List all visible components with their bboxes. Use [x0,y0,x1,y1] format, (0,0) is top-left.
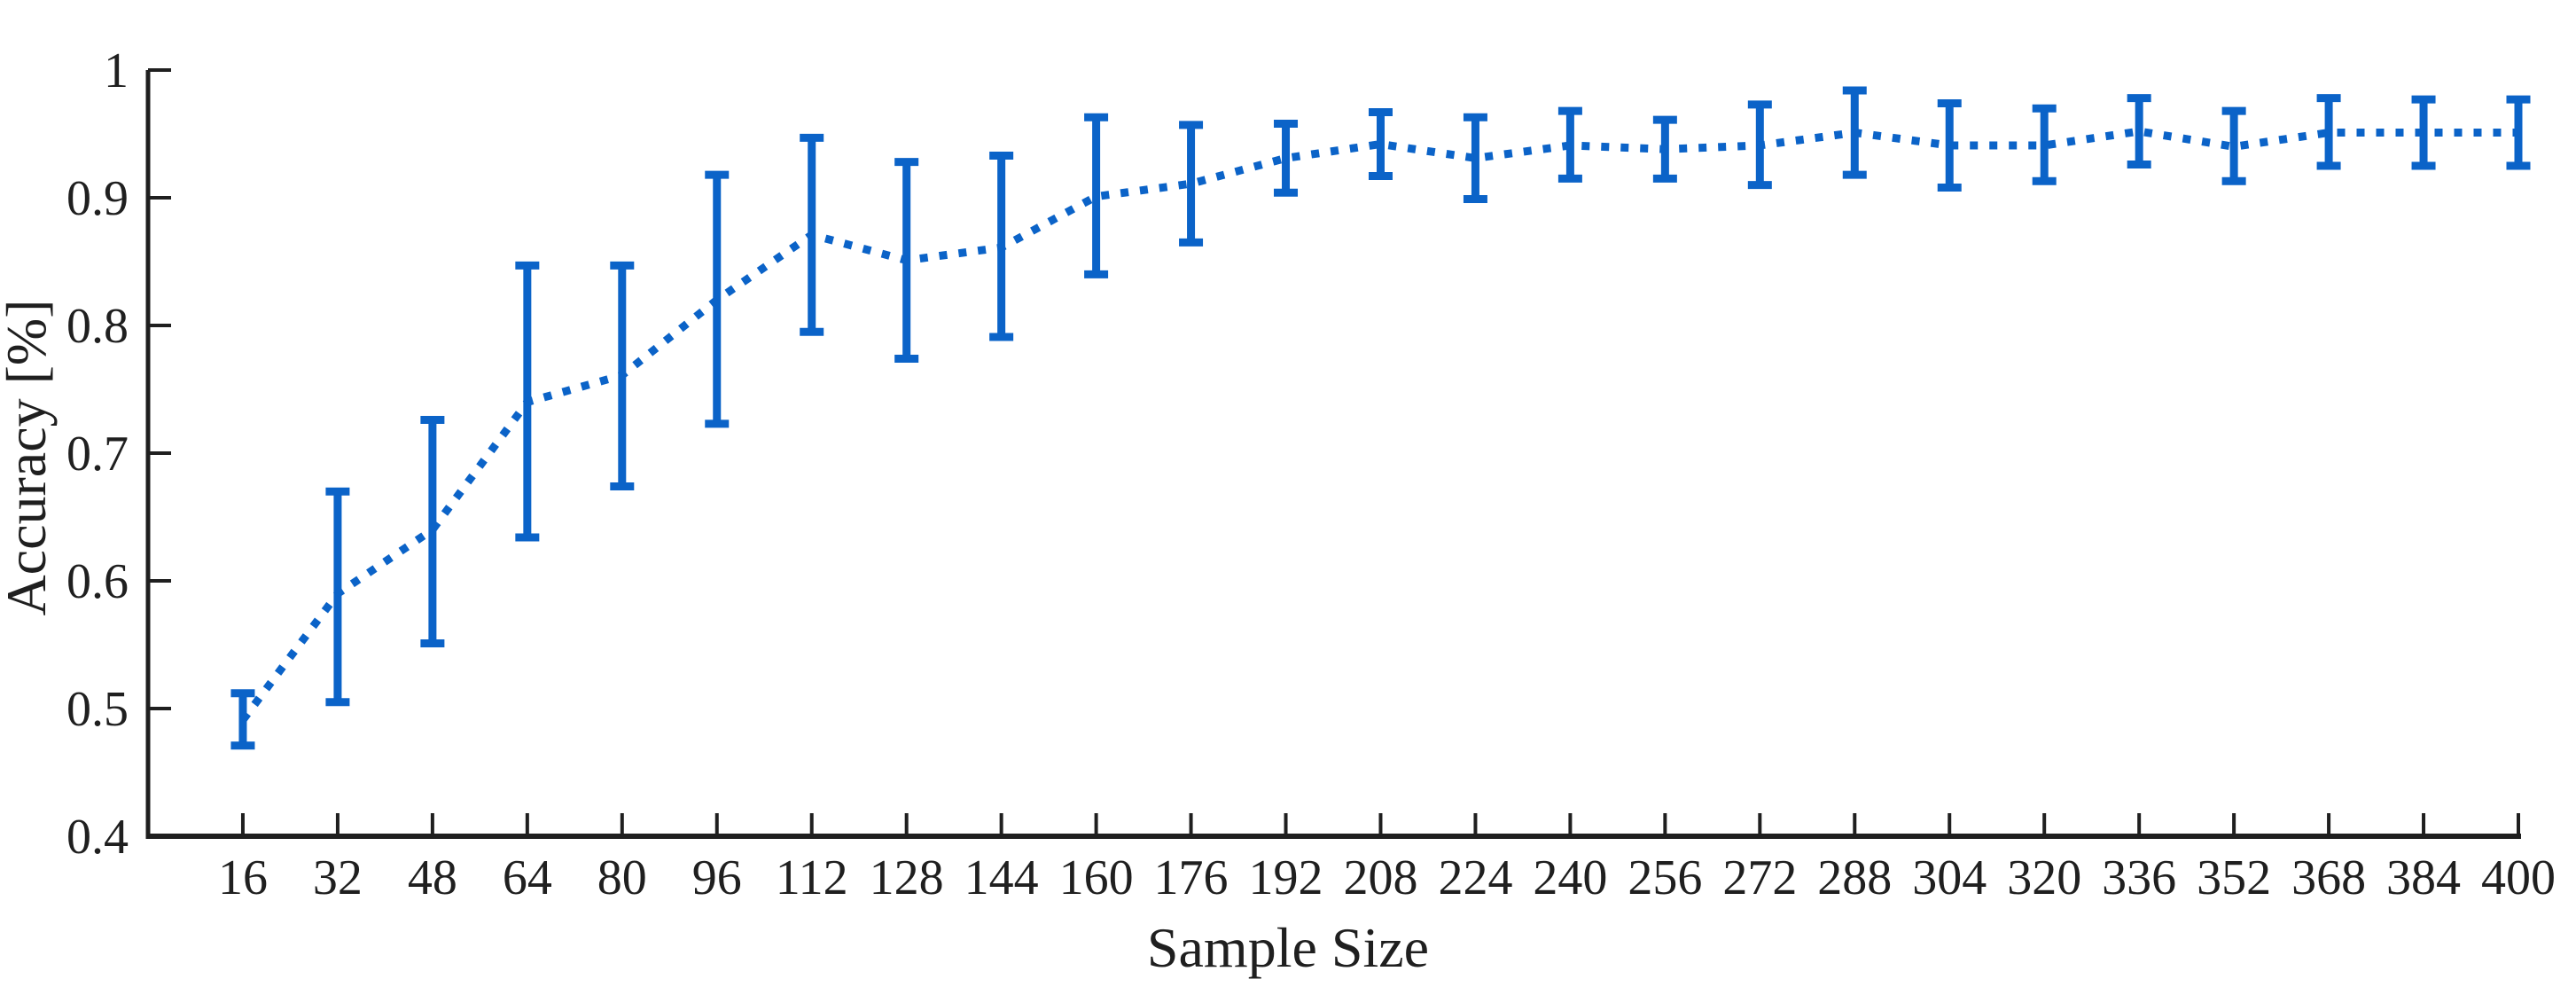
x-tick-label: 240 [1533,850,1607,905]
x-tick-label: 80 [597,850,647,905]
x-tick-label: 96 [692,850,742,905]
errorbar [1557,106,1582,183]
y-tick-label: 0.9 [66,171,129,226]
x-tick-label: 384 [2386,850,2461,905]
x-tick-label: 112 [776,850,848,905]
errorbar [1179,121,1204,247]
x-tick-label: 128 [870,850,944,905]
x-tick-label: 272 [1722,850,1797,905]
errorbar [1937,98,1962,192]
x-tick-label: 304 [1912,850,1987,905]
errorbar [2127,94,2151,169]
x-tick-label: 352 [2197,850,2271,905]
errorbar [1368,108,1393,181]
errorbar [1274,119,1299,197]
x-tick-label: 192 [1249,850,1323,905]
errorbar [2411,95,2436,170]
errorbar [2316,94,2341,170]
y-tick-label: 1 [104,43,129,98]
y-tick-label: 0.6 [66,554,129,609]
errorbar [2221,106,2246,185]
x-tick-label: 224 [1438,850,1512,905]
y-tick-label: 0.4 [66,810,129,865]
x-tick-label: 160 [1059,850,1134,905]
x-tick-label: 64 [503,850,552,905]
x-tick-label: 48 [408,850,457,905]
x-tick-label: 176 [1154,850,1229,905]
errorbar-series [230,86,2531,750]
x-tick-label: 208 [1343,850,1417,905]
errorbar [1084,113,1109,278]
x-tick-label: 16 [218,850,268,905]
x-tick-label: 336 [2102,850,2176,905]
mean-line [239,127,2518,723]
errorbar [1463,113,1487,203]
x-ticks: 16 32 48 64 80 96 112 128 144 160 176 192 208 224 240 2… [218,813,2556,905]
y-tick-label: 0.7 [66,427,129,482]
x-tick-label: 400 [2481,850,2556,905]
x-tick-label: 320 [2007,850,2081,905]
x-tick-label: 256 [1628,850,1702,905]
y-ticks: 0.4 0.5 0.6 0.7 0.8 0.9 1 [66,43,171,865]
errorbar [2032,104,2057,185]
x-tick-label: 32 [313,850,363,905]
x-axis-label: Sample Size [1146,916,1430,979]
y-axis-label: Accuracy [%] [0,299,58,616]
x-tick-label: 288 [1817,850,1892,905]
y-tick-label: 0.8 [66,299,129,354]
x-tick-label: 368 [2291,850,2366,905]
axes: 0.4 0.5 0.6 0.7 0.8 0.9 1 16 32 48 64 80 96 112 128 144… [66,43,2556,905]
y-tick-label: 0.5 [66,682,129,737]
errorbar [325,487,350,707]
x-tick-label: 144 [964,850,1039,905]
errorbar [420,416,445,648]
